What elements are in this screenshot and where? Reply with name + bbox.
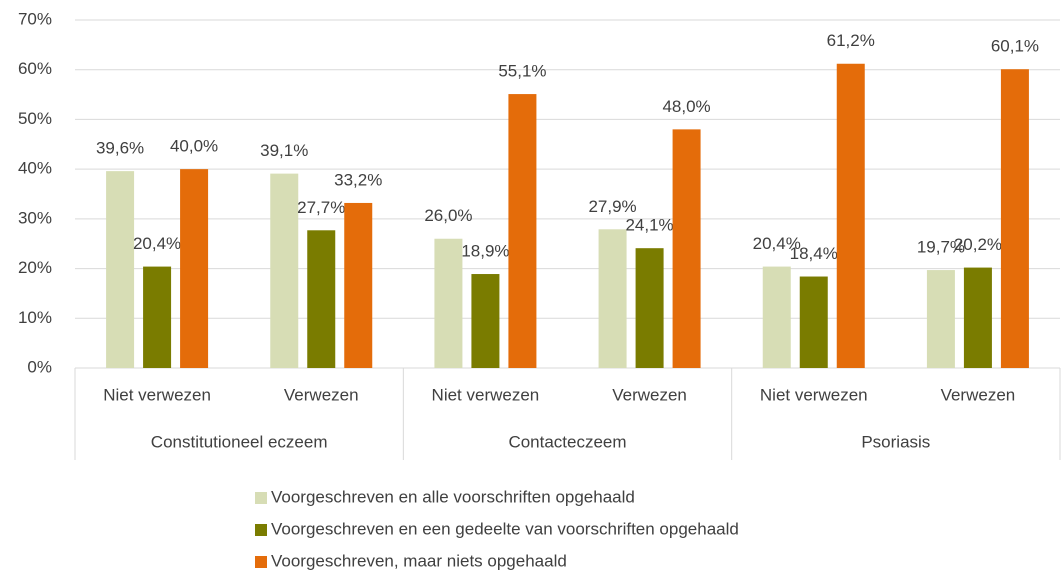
data-label: 18,4% [790,244,838,263]
data-label: 27,7% [297,198,345,217]
bar [344,202,373,368]
legend-swatch [255,524,267,536]
bar [598,229,627,368]
bar [799,276,828,368]
bar [926,270,955,368]
legend-swatch [255,492,267,504]
data-label: 60,1% [991,37,1039,56]
bar [471,274,500,368]
y-tick-label: 70% [18,9,52,28]
bar [762,266,791,368]
x-tick-label: Niet verwezen [432,385,540,404]
data-label: 27,9% [588,197,636,216]
y-tick-label: 60% [18,59,52,78]
bar [672,129,701,368]
legend-swatch [255,556,267,568]
data-label: 33,2% [334,170,382,189]
data-label: 48,0% [662,97,710,116]
x-tick-label: Verwezen [612,385,687,404]
bar [434,238,463,368]
legend-label: Voorgeschreven en alle voorschriften opg… [271,487,635,506]
bar [963,267,992,368]
y-tick-label: 0% [27,357,52,376]
y-tick-label: 30% [18,208,52,227]
data-label: 40,0% [170,137,218,156]
bar [307,230,336,368]
data-label: 61,2% [827,31,875,50]
y-tick-label: 10% [18,308,52,327]
x-tick-label: Niet verwezen [103,385,211,404]
x-tick-label: Verwezen [941,385,1016,404]
group-label: Contacteczeem [508,432,626,451]
bar [508,94,537,369]
data-label: 19,7% [917,238,965,257]
legend-label: Voorgeschreven, maar niets opgehaald [271,551,567,570]
y-tick-label: 20% [18,258,52,277]
bar [143,266,172,368]
data-label: 24,1% [625,216,673,235]
data-label: 39,6% [96,139,144,158]
data-label: 26,0% [424,206,472,225]
bar [836,63,865,369]
bar [635,248,664,368]
data-label: 55,1% [498,62,546,81]
bar [180,169,209,368]
group-label: Psoriasis [861,432,930,451]
data-label: 39,1% [260,141,308,160]
bar [270,173,299,368]
y-tick-label: 40% [18,159,52,178]
data-label: 20,2% [954,235,1002,254]
group-label: Constitutioneel eczeem [151,432,328,451]
bar [1000,69,1029,369]
bar [106,171,135,368]
data-label: 20,4% [133,234,181,253]
x-tick-label: Niet verwezen [760,385,868,404]
legend-label: Voorgeschreven en een gedeelte van voors… [271,519,739,538]
x-tick-label: Verwezen [284,385,359,404]
data-label: 18,9% [461,242,509,261]
y-tick-label: 50% [18,109,52,128]
data-label: 20,4% [753,234,801,253]
